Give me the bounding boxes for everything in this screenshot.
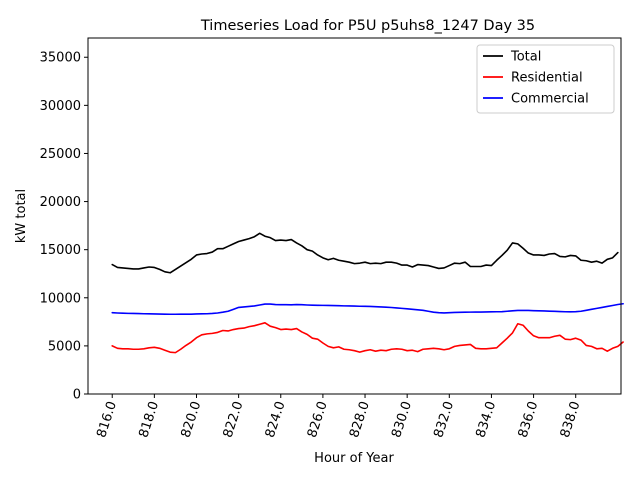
series-line-total (111, 232, 619, 274)
y-axis: 0 5000 10000 15000 20000 25000 30000 35000 (40, 51, 88, 403)
y-tick-label: 35000 (40, 51, 81, 66)
y-tick-label: 5000 (48, 339, 81, 354)
legend: Total Residential Commercial (476, 44, 615, 114)
series-layer (111, 232, 624, 354)
y-tick-label: 10000 (40, 291, 81, 306)
legend-label-commercial: Commercial (511, 92, 589, 107)
chart-title: Timeseries Load for P5U p5uhs8_1247 Day … (200, 18, 535, 34)
y-axis-label: kW total (14, 189, 29, 243)
x-axis-label: Hour of Year (314, 451, 394, 466)
y-tick-label: 20000 (40, 195, 81, 210)
series-line-residential (111, 321, 624, 354)
y-tick-label: 30000 (40, 99, 81, 114)
y-tick-label: 0 (73, 388, 81, 403)
legend-label-total: Total (510, 50, 541, 65)
y-tick-label: 25000 (40, 147, 81, 162)
series-line-commercial (111, 302, 624, 316)
plot-frame (87, 37, 622, 395)
legend-box (476, 44, 615, 114)
legend-label-residential: Residential (511, 71, 583, 86)
y-tick-label: 15000 (40, 243, 81, 258)
